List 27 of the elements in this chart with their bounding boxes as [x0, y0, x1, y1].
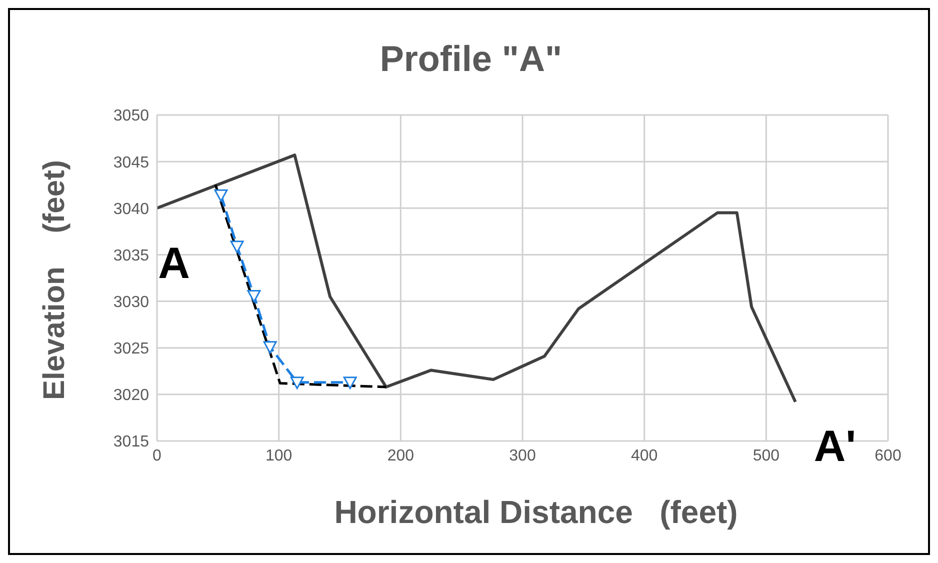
- y-tick-label: 3030: [113, 294, 150, 311]
- y-tick-label: 3025: [113, 340, 150, 358]
- x-tick-label: 0: [152, 447, 162, 464]
- point: [343, 376, 357, 390]
- point: [214, 189, 228, 202]
- point: [263, 341, 277, 354]
- x-tick-label: 400: [630, 447, 658, 464]
- annotation: A: [158, 239, 190, 289]
- x-axis-title: Horizontal Distance (feet): [333, 494, 739, 531]
- x-tick-label: 200: [387, 447, 414, 464]
- line-series: [157, 154, 797, 404]
- y-tick-label: 3045: [113, 154, 150, 172]
- y-tick-label: 3015: [113, 434, 150, 451]
- x-tick-label: 300: [509, 447, 536, 464]
- point: [290, 376, 304, 390]
- y-tick-label: 3020: [113, 387, 150, 404]
- y-tick-label: 3040: [113, 200, 150, 218]
- point: [230, 240, 244, 254]
- annotation: A': [814, 422, 856, 472]
- y-tick-label: 3035: [113, 247, 150, 264]
- x-tick-label: 500: [752, 447, 780, 464]
- x-tick-label: 100: [265, 447, 292, 464]
- y-axis-title: Elevation (feet): [38, 160, 72, 400]
- point: [247, 290, 261, 302]
- chart-title: Profile "A": [378, 38, 564, 80]
- x-tick-label: 600: [874, 447, 902, 464]
- y-tick-label: 3050: [113, 108, 150, 125]
